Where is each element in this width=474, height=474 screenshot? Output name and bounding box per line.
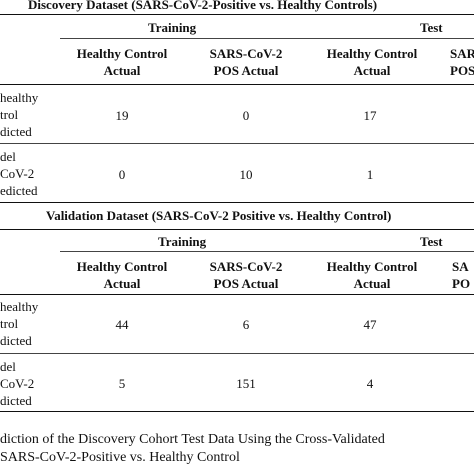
validation-r1c1: 44 (115, 317, 129, 332)
validation-group-test: Test (420, 234, 443, 249)
validation-header-rule (0, 294, 474, 295)
discovery-r2c2: 10 (239, 167, 253, 182)
discovery-title: Discovery Dataset (SARS-CoV-2-Positive v… (28, 0, 378, 12)
validation-r1c2: 6 (242, 317, 250, 332)
discovery-r1c3: 17 (363, 108, 377, 123)
caption-line-1: diction of the Discovery Cohort Test Dat… (0, 432, 385, 447)
figure-caption: diction of the Discovery Cohort Test Dat… (0, 431, 385, 467)
validation-row-rule (0, 353, 474, 354)
validation-r1c3: 47 (363, 317, 377, 332)
discovery-header-rule (0, 84, 474, 85)
validation-col2-header: SARS-CoV-2 POS Actual (209, 259, 283, 291)
validation-r2c1: 5 (118, 376, 126, 391)
validation-row1-label: healthy trol dicted (0, 299, 39, 348)
discovery-group-rule (60, 38, 474, 39)
discovery-col3-header: Healthy Control Actual (326, 46, 418, 78)
validation-group-training: Training (158, 234, 207, 249)
discovery-row2-label: del CoV-2 edicted (0, 149, 38, 198)
discovery-top-rule (0, 14, 474, 15)
discovery-bottom-rule (0, 202, 474, 203)
validation-title: Validation Dataset (SARS-CoV-2 Positive … (46, 208, 392, 223)
discovery-col1-header: Healthy Control Actual (76, 46, 168, 78)
discovery-col2-header: SARS-CoV-2 POS Actual (209, 46, 283, 78)
discovery-col4-header: SARSPOS (450, 46, 474, 78)
validation-top-rule (0, 229, 474, 230)
caption-line-2: SARS-CoV-2-Positive vs. Healthy Control (0, 450, 240, 465)
validation-r2c2: 151 (236, 376, 256, 391)
discovery-group-test: Test (420, 20, 443, 35)
validation-bottom-rule (0, 411, 474, 412)
validation-group-rule (60, 251, 474, 252)
validation-r2c3: 4 (366, 376, 374, 391)
discovery-r2c3: 1 (366, 167, 374, 182)
validation-col3-header: Healthy Control Actual (326, 259, 418, 291)
discovery-group-training: Training (148, 20, 197, 35)
validation-col1-header: Healthy Control Actual (76, 259, 168, 291)
discovery-row1-label: healthy trol dicted (0, 90, 39, 139)
validation-col4-header: SA PO (452, 259, 471, 291)
discovery-r1c2: 0 (242, 108, 250, 123)
discovery-r1c1: 19 (115, 108, 129, 123)
discovery-r2c1: 0 (118, 167, 126, 182)
discovery-row-rule (0, 143, 474, 144)
validation-row2-label: del CoV-2 dicted (0, 359, 35, 408)
